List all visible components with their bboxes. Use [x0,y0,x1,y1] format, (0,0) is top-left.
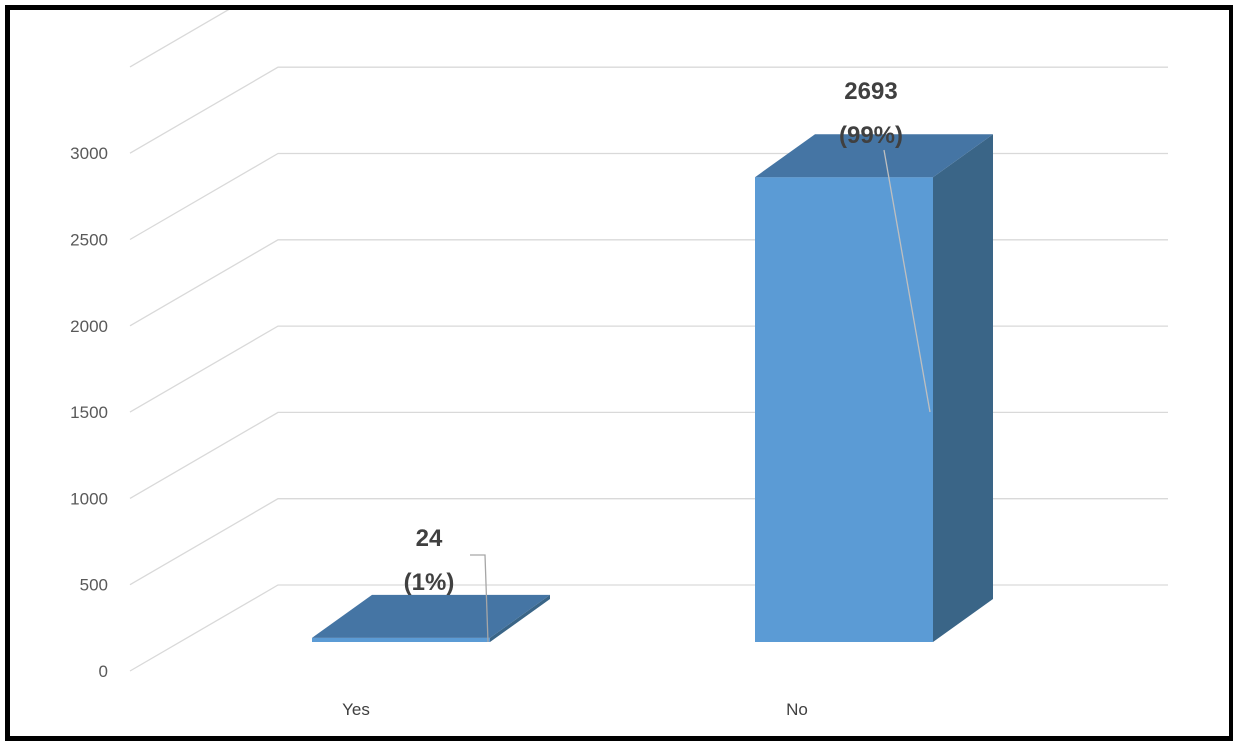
leader-line [470,554,489,643]
bar-front [312,637,490,642]
x-axis-categories: Yes No [342,700,808,719]
bar-side [933,134,993,642]
y-tick-label: 1000 [70,489,108,508]
data-labels: 24 (1%) 2693 (99%) [404,78,931,643]
gridline [129,584,1168,672]
gridline [129,411,1168,499]
data-label-value: 24 [416,525,443,552]
gridline [129,66,1168,154]
x-category-label: Yes [342,700,370,719]
y-tick-label: 500 [80,576,108,595]
y-tick-label: 3000 [70,144,108,163]
gridline [129,498,1168,586]
y-tick-label: 2500 [70,231,108,250]
bar-top [312,594,550,638]
bar-front [755,177,933,642]
y-tick-label: 1500 [70,403,108,422]
data-label-percent: (1%) [404,569,455,596]
gridline [129,325,1168,413]
y-tick-label: 2000 [70,317,108,336]
gridline [129,239,1168,327]
gridline [129,152,1168,241]
leader-line [883,149,931,413]
data-label-value: 2693 [844,78,897,105]
gridlines [129,10,1168,672]
y-axis-ticks: 0 500 1000 1500 2000 2500 3000 [70,144,108,681]
data-label-percent: (99%) [839,122,903,149]
chart-frame: 0 500 1000 1500 2000 2500 3000 Yes No 24 (1%) 269… [5,5,1233,741]
bar-top [755,134,993,178]
y-tick-label: 0 [99,662,108,681]
x-category-label: No [786,700,808,719]
bars [312,134,993,642]
bar-side [490,594,550,642]
bar-chart: 0 500 1000 1500 2000 2500 3000 Yes No 24 (1%) 269… [70,10,1168,719]
gridline [129,10,230,68]
